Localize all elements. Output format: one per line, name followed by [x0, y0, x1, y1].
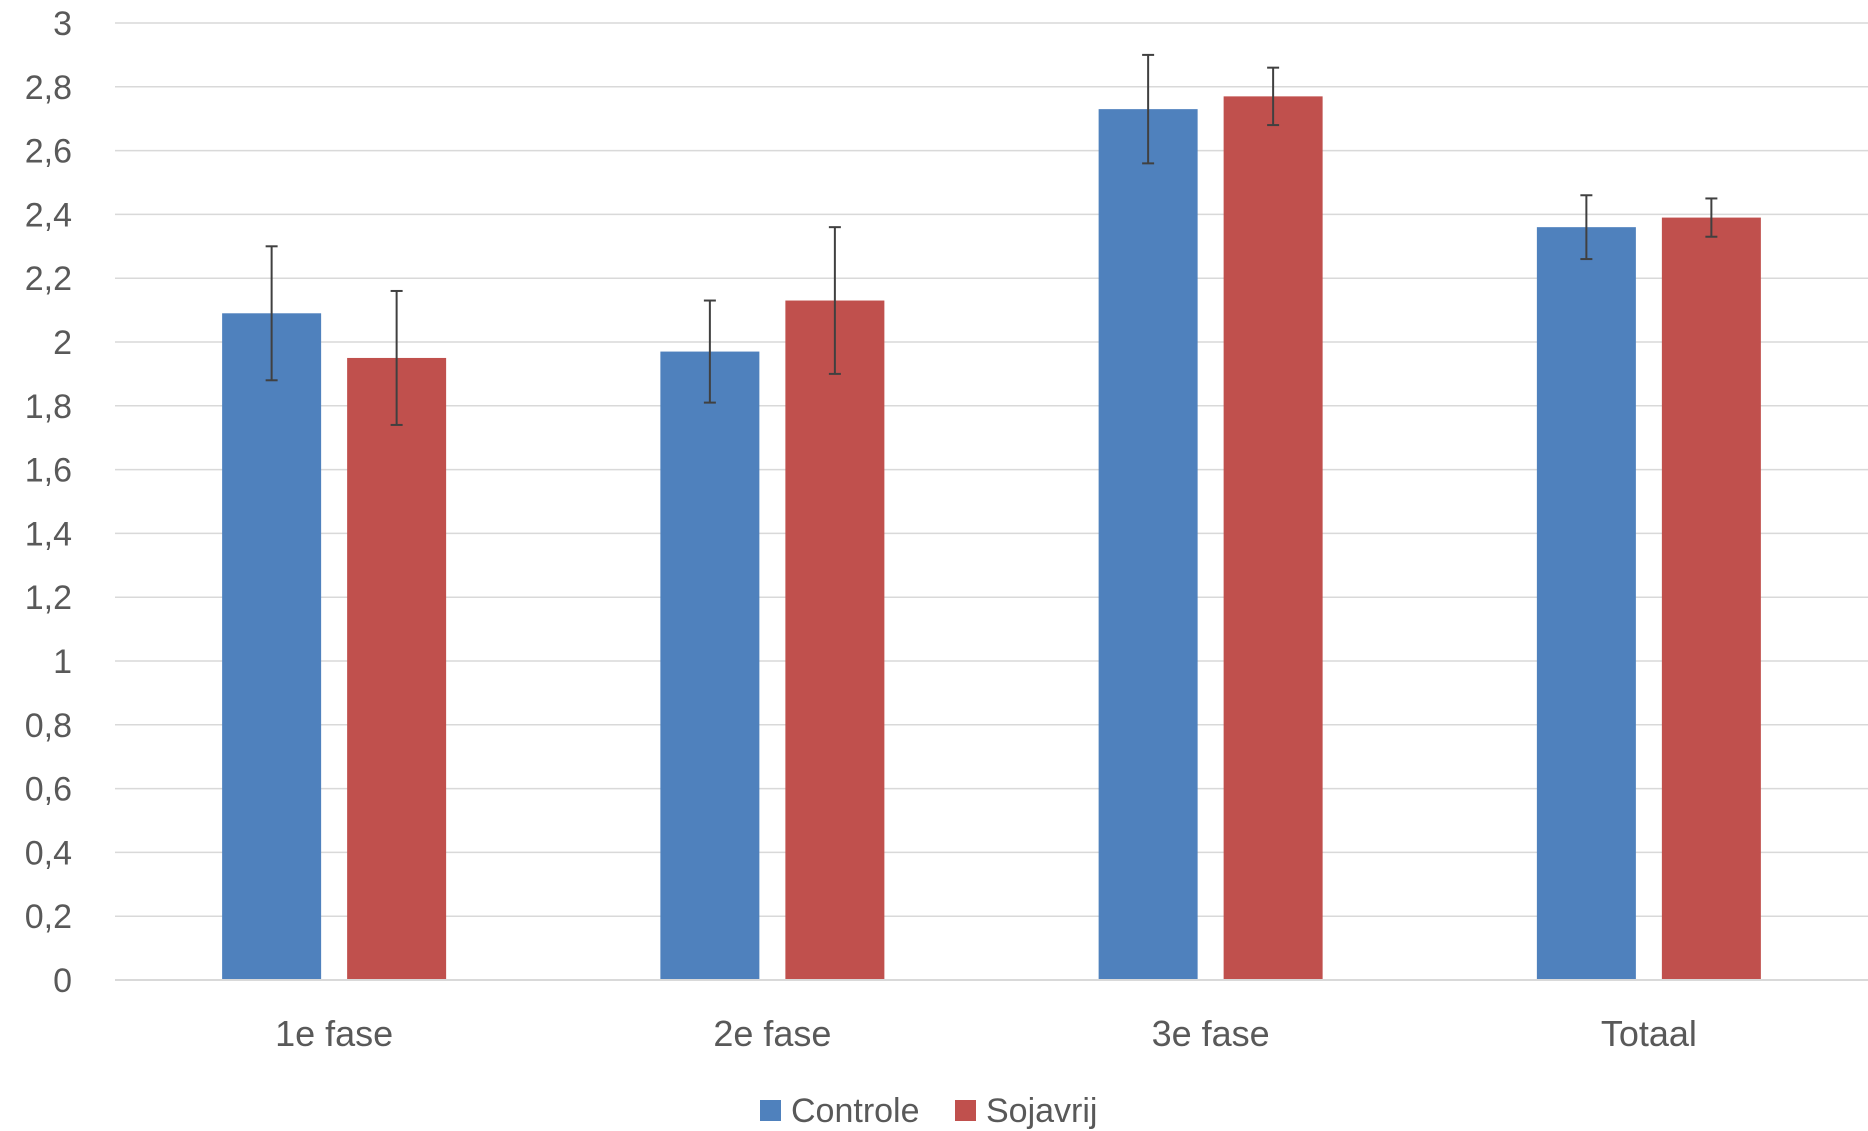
y-tick-label: 0,6 — [25, 771, 72, 809]
bar-sojavrij-2 — [785, 300, 885, 980]
bar-controle-4 — [1536, 227, 1636, 980]
y-tick-label: 1,2 — [25, 579, 72, 617]
error-bar — [390, 289, 403, 426]
y-tick-label: 1,4 — [25, 515, 72, 553]
legend-label: Controle — [791, 1092, 920, 1130]
bar-controle-2 — [660, 351, 760, 980]
error-bar — [265, 245, 278, 382]
x-category-label: 3e fase — [1152, 1013, 1270, 1054]
bar-sojavrij-4 — [1661, 217, 1761, 981]
legend-swatch — [760, 1100, 781, 1121]
error-bar — [828, 226, 841, 375]
legend-swatch — [955, 1100, 976, 1121]
y-axis-tick-labels: 0 0,2 0,4 0,6 0,8 1 1,2 1,4 1,6 1,8 2 2,2 2,4 2,6 2,8 3 — [25, 5, 72, 1000]
y-tick-label: 1,8 — [25, 388, 72, 426]
legend-label: Sojavrij — [986, 1092, 1097, 1130]
y-tick-label: 2,6 — [25, 133, 72, 171]
bars — [222, 96, 1761, 981]
y-tick-label: 0,4 — [25, 834, 72, 872]
y-tick-label: 0,2 — [25, 898, 72, 936]
legend-item-sojavrij: Sojavrij — [955, 1092, 1097, 1130]
error-bar — [1580, 194, 1593, 261]
bar-controle-3 — [1098, 109, 1198, 980]
error-bar — [1142, 53, 1155, 165]
legend-item-controle: Controle — [760, 1092, 920, 1130]
x-axis-category-labels: 1e fase 2e fase 3e fase Totaal — [275, 1013, 1697, 1054]
error-bars — [265, 53, 1718, 426]
error-bar — [703, 299, 716, 404]
error-bar — [1267, 66, 1280, 127]
y-tick-label: 2,4 — [25, 196, 72, 234]
legend: Controle Sojavrij — [760, 1092, 1097, 1130]
x-category-label: 1e fase — [275, 1013, 393, 1054]
x-category-label: Totaal — [1601, 1013, 1697, 1054]
y-tick-label: 2,8 — [25, 69, 72, 107]
bar-controle-1 — [222, 313, 322, 980]
y-tick-label: 2,2 — [25, 260, 72, 298]
y-tick-label: 3 — [53, 5, 72, 43]
error-bar — [1705, 197, 1718, 238]
bar-sojavrij-1 — [347, 357, 447, 980]
y-tick-label: 1,6 — [25, 452, 72, 490]
y-tick-label: 2 — [53, 324, 72, 362]
y-tick-label: 0 — [53, 962, 72, 1000]
y-tick-label: 1 — [53, 643, 72, 681]
y-tick-label: 0,8 — [25, 707, 72, 745]
x-category-label: 2e fase — [713, 1013, 831, 1054]
bar-sojavrij-3 — [1223, 96, 1323, 981]
